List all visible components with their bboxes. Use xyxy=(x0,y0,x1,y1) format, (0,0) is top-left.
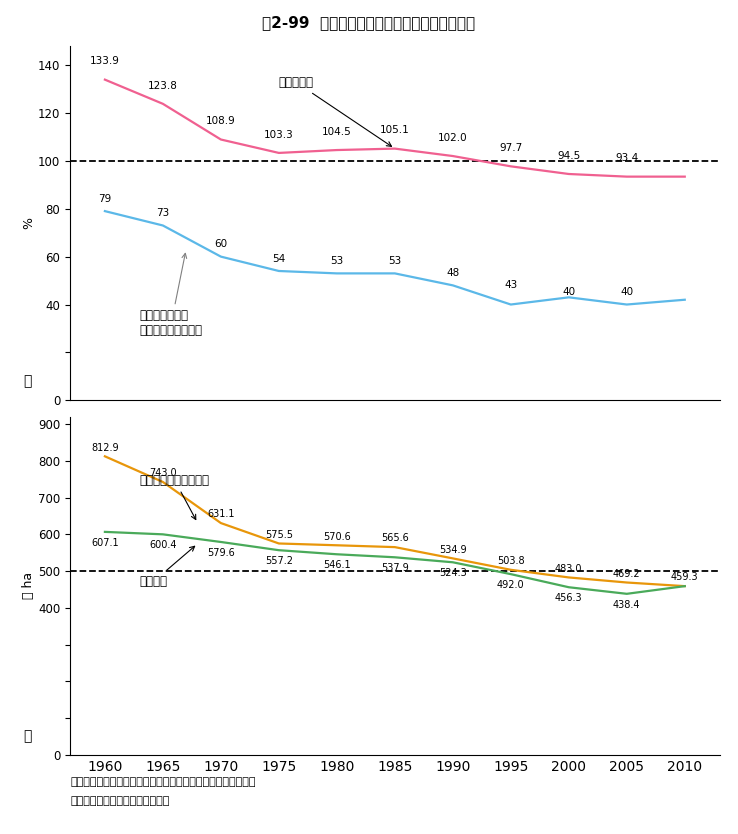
Text: 459.3: 459.3 xyxy=(671,572,699,582)
Text: 546.1: 546.1 xyxy=(323,560,351,570)
Text: 524.3: 524.3 xyxy=(439,568,466,578)
Text: 105.1: 105.1 xyxy=(380,125,410,135)
Text: 53: 53 xyxy=(330,256,343,266)
Text: 503.8: 503.8 xyxy=(497,556,525,566)
Text: 607.1: 607.1 xyxy=(91,538,119,548)
Text: 575.5: 575.5 xyxy=(265,530,293,540)
Text: 108.9: 108.9 xyxy=(206,116,235,126)
Text: 54: 54 xyxy=(272,254,286,264)
Text: 631.1: 631.1 xyxy=(207,510,235,520)
Text: 耕地利用率: 耕地利用率 xyxy=(279,76,391,147)
Text: 図2-99  耕地面積、作付（栽培）面積等の推移: 図2-99 耕地面積、作付（栽培）面積等の推移 xyxy=(263,16,475,30)
Text: 469.2: 469.2 xyxy=(613,569,641,579)
Text: 48: 48 xyxy=(446,269,460,279)
Y-axis label: %: % xyxy=(22,217,35,229)
Text: 133.9: 133.9 xyxy=(90,57,120,67)
Text: 93.4: 93.4 xyxy=(615,153,638,163)
Text: 743.0: 743.0 xyxy=(149,469,176,479)
Text: 456.3: 456.3 xyxy=(555,593,582,603)
Text: 102.0: 102.0 xyxy=(438,133,468,143)
Text: 〜: 〜 xyxy=(24,374,32,388)
Text: 812.9: 812.9 xyxy=(91,443,119,453)
Text: 600.4: 600.4 xyxy=(149,540,176,550)
Text: 総合食料自給率
（供給熱量ベース）: 総合食料自給率 （供給熱量ベース） xyxy=(139,254,203,337)
Text: 60: 60 xyxy=(214,239,227,249)
Text: 557.2: 557.2 xyxy=(265,556,293,566)
Text: 565.6: 565.6 xyxy=(381,534,409,544)
Text: 〜: 〜 xyxy=(24,729,32,743)
Text: 438.4: 438.4 xyxy=(613,600,641,610)
Text: 579.6: 579.6 xyxy=(207,548,235,558)
Text: 492.0: 492.0 xyxy=(497,580,525,590)
Text: 53: 53 xyxy=(388,256,401,266)
Text: 耕地面積: 耕地面積 xyxy=(139,546,195,588)
Text: 資料：農林水産省「耕地及び作付面積統計」、「食料需給表」: 資料：農林水産省「耕地及び作付面積統計」、「食料需給表」 xyxy=(70,777,255,787)
Text: 40: 40 xyxy=(562,288,576,298)
Text: 483.0: 483.0 xyxy=(555,564,582,574)
Text: 570.6: 570.6 xyxy=(323,531,351,541)
Y-axis label: 万 ha: 万 ha xyxy=(22,572,35,600)
Text: 作付（栽培）延べ面積: 作付（栽培）延べ面積 xyxy=(139,474,210,520)
Text: 40: 40 xyxy=(620,288,633,298)
Text: 103.3: 103.3 xyxy=(264,130,294,140)
Text: 73: 73 xyxy=(156,208,170,219)
Text: 123.8: 123.8 xyxy=(148,81,178,91)
Text: 94.5: 94.5 xyxy=(557,151,580,161)
Text: 79: 79 xyxy=(98,194,111,204)
Text: 注：総合食料自給率は年度の値: 注：総合食料自給率は年度の値 xyxy=(70,796,170,806)
Text: 537.9: 537.9 xyxy=(381,563,409,573)
Text: 43: 43 xyxy=(504,280,517,290)
Text: 97.7: 97.7 xyxy=(499,143,523,153)
Text: 104.5: 104.5 xyxy=(322,127,352,137)
Text: 534.9: 534.9 xyxy=(439,545,466,555)
